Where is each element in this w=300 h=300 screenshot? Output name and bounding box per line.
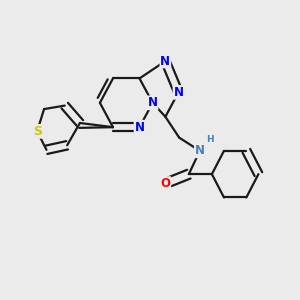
Text: N: N: [160, 55, 170, 68]
Text: O: O: [160, 177, 170, 190]
Text: S: S: [33, 125, 42, 138]
Text: N: N: [134, 121, 145, 134]
Text: N: N: [195, 144, 205, 157]
Text: N: N: [173, 86, 184, 99]
Text: N: N: [148, 96, 158, 109]
Text: H: H: [206, 135, 214, 144]
